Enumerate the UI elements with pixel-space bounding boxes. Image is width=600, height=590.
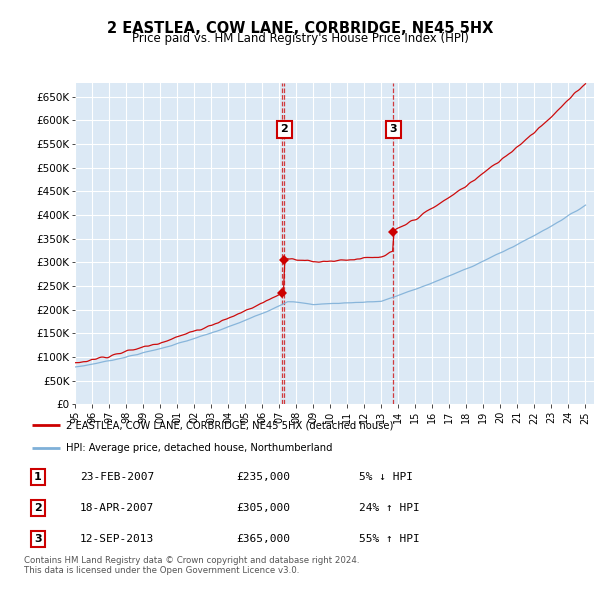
Text: 18-APR-2007: 18-APR-2007 bbox=[80, 503, 154, 513]
Text: 3: 3 bbox=[34, 534, 42, 544]
Text: 3: 3 bbox=[389, 124, 397, 134]
Text: 2: 2 bbox=[280, 124, 288, 134]
Text: Contains HM Land Registry data © Crown copyright and database right 2024.
This d: Contains HM Land Registry data © Crown c… bbox=[24, 556, 359, 575]
Text: £235,000: £235,000 bbox=[236, 471, 290, 481]
Text: 1: 1 bbox=[34, 471, 42, 481]
Text: 24% ↑ HPI: 24% ↑ HPI bbox=[359, 503, 419, 513]
Text: 23-FEB-2007: 23-FEB-2007 bbox=[80, 471, 154, 481]
Text: 2 EASTLEA, COW LANE, CORBRIDGE, NE45 5HX: 2 EASTLEA, COW LANE, CORBRIDGE, NE45 5HX bbox=[107, 21, 493, 35]
Text: 2 EASTLEA, COW LANE, CORBRIDGE, NE45 5HX (detached house): 2 EASTLEA, COW LANE, CORBRIDGE, NE45 5HX… bbox=[66, 421, 393, 430]
Text: £365,000: £365,000 bbox=[236, 534, 290, 544]
Text: 12-SEP-2013: 12-SEP-2013 bbox=[80, 534, 154, 544]
Text: 55% ↑ HPI: 55% ↑ HPI bbox=[359, 534, 419, 544]
Text: Price paid vs. HM Land Registry's House Price Index (HPI): Price paid vs. HM Land Registry's House … bbox=[131, 32, 469, 45]
Text: £305,000: £305,000 bbox=[236, 503, 290, 513]
Text: 5% ↓ HPI: 5% ↓ HPI bbox=[359, 471, 413, 481]
Text: 2: 2 bbox=[34, 503, 42, 513]
Text: HPI: Average price, detached house, Northumberland: HPI: Average price, detached house, Nort… bbox=[66, 442, 332, 453]
